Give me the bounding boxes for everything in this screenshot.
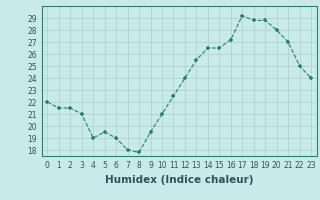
- X-axis label: Humidex (Indice chaleur): Humidex (Indice chaleur): [105, 175, 253, 185]
